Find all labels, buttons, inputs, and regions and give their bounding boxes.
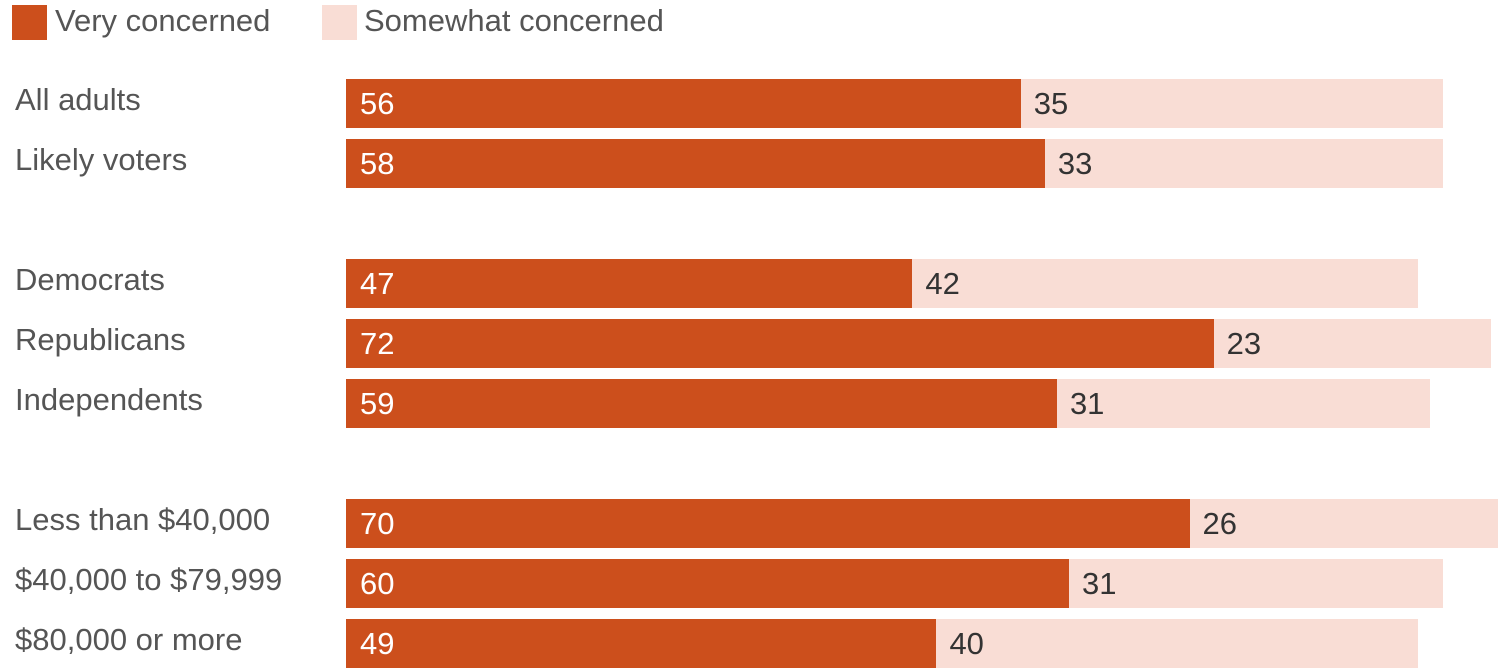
data-label-very: 47	[360, 266, 394, 302]
data-label-very: 59	[360, 386, 394, 422]
bar-very	[346, 139, 1045, 188]
row-label: $40,000 to $79,999	[15, 562, 282, 598]
data-label-somewhat: 31	[1070, 386, 1104, 422]
data-label-very: 49	[360, 626, 394, 662]
bar-somewhat	[912, 259, 1418, 308]
row-label: $80,000 or more	[15, 622, 242, 658]
bar-very	[346, 619, 936, 668]
row-label: Likely voters	[15, 142, 187, 178]
row-label: Democrats	[15, 262, 165, 298]
row-label: Independents	[15, 382, 203, 418]
bar-very	[346, 79, 1021, 128]
data-label-somewhat: 31	[1082, 566, 1116, 602]
data-label-somewhat: 42	[925, 266, 959, 302]
data-label-somewhat: 33	[1058, 146, 1092, 182]
bar-very	[346, 379, 1057, 428]
row-label: All adults	[15, 82, 141, 118]
bar-very	[346, 319, 1214, 368]
data-label-somewhat: 40	[949, 626, 983, 662]
bar-somewhat	[1057, 379, 1431, 428]
bar-somewhat	[1021, 79, 1443, 128]
legend-swatch-very	[12, 5, 47, 40]
bar-very	[346, 259, 912, 308]
row-label: Less than $40,000	[15, 502, 270, 538]
data-label-somewhat: 35	[1034, 86, 1068, 122]
data-label-very: 72	[360, 326, 394, 362]
legend-swatch-somewhat	[322, 5, 357, 40]
bar-very	[346, 559, 1069, 608]
bar-somewhat	[936, 619, 1418, 668]
data-label-somewhat: 23	[1227, 326, 1261, 362]
legend-label-very: Very concerned	[55, 3, 270, 39]
data-label-somewhat: 26	[1203, 506, 1237, 542]
data-label-very: 60	[360, 566, 394, 602]
data-label-very: 58	[360, 146, 394, 182]
data-label-very: 70	[360, 506, 394, 542]
legend-label-somewhat: Somewhat concerned	[364, 3, 664, 39]
data-label-very: 56	[360, 86, 394, 122]
row-label: Republicans	[15, 322, 186, 358]
bar-somewhat	[1069, 559, 1443, 608]
bar-very	[346, 499, 1190, 548]
bar-somewhat	[1045, 139, 1443, 188]
